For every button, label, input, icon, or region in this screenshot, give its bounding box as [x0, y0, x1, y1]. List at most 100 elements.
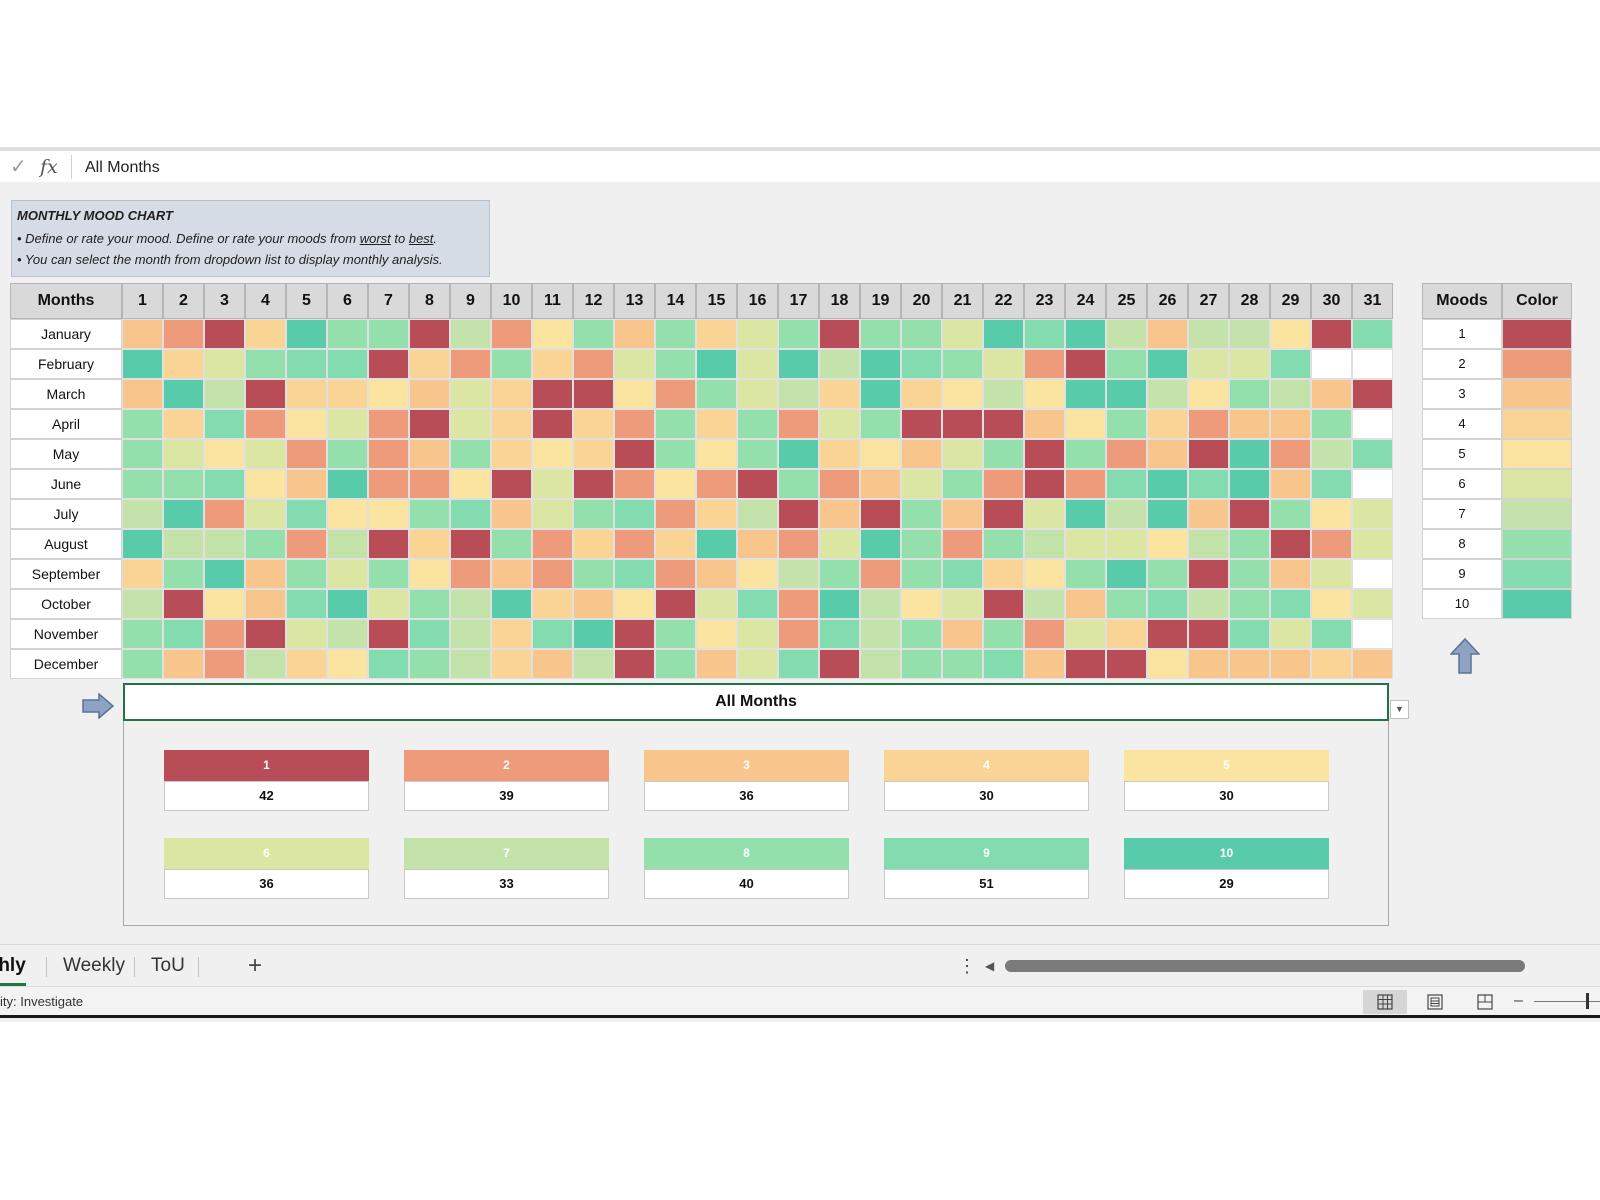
- mood-cell[interactable]: [245, 559, 286, 589]
- mood-cell[interactable]: [532, 409, 573, 439]
- more-options-icon[interactable]: ⋮: [958, 956, 976, 976]
- mood-cell[interactable]: [860, 409, 901, 439]
- mood-cell[interactable]: [327, 559, 368, 589]
- mood-cell[interactable]: [204, 379, 245, 409]
- mood-cell[interactable]: [1270, 409, 1311, 439]
- mood-cell[interactable]: [245, 409, 286, 439]
- mood-cell[interactable]: [737, 469, 778, 499]
- mood-cell[interactable]: [409, 499, 450, 529]
- mood-cell[interactable]: [1311, 589, 1352, 619]
- mood-cell[interactable]: [163, 469, 204, 499]
- mood-cell[interactable]: [901, 409, 942, 439]
- mood-cell[interactable]: [1270, 619, 1311, 649]
- mood-cell[interactable]: [1352, 619, 1393, 649]
- mood-cell[interactable]: [1106, 619, 1147, 649]
- mood-cell[interactable]: [614, 439, 655, 469]
- mood-cell[interactable]: [1106, 409, 1147, 439]
- mood-cell[interactable]: [983, 469, 1024, 499]
- mood-cell[interactable]: [532, 499, 573, 529]
- mood-cell[interactable]: [1270, 469, 1311, 499]
- mood-cell[interactable]: [409, 589, 450, 619]
- mood-cell[interactable]: [163, 589, 204, 619]
- mood-cell[interactable]: [286, 349, 327, 379]
- mood-cell[interactable]: [409, 649, 450, 679]
- mood-cell[interactable]: [450, 589, 491, 619]
- mood-cell[interactable]: [1024, 409, 1065, 439]
- mood-cell[interactable]: [573, 319, 614, 349]
- mood-cell[interactable]: [204, 619, 245, 649]
- day-header[interactable]: 28: [1229, 283, 1270, 319]
- mood-cell[interactable]: [1147, 439, 1188, 469]
- mood-cell[interactable]: [860, 619, 901, 649]
- month-selector[interactable]: All Months: [123, 683, 1389, 721]
- mood-cell[interactable]: [737, 619, 778, 649]
- mood-cell[interactable]: [245, 349, 286, 379]
- mood-cell[interactable]: [778, 529, 819, 559]
- mood-cell[interactable]: [245, 319, 286, 349]
- mood-cell[interactable]: [573, 469, 614, 499]
- mood-cell[interactable]: [778, 589, 819, 619]
- mood-cell[interactable]: [983, 409, 1024, 439]
- day-header[interactable]: 29: [1270, 283, 1311, 319]
- mood-cell[interactable]: [368, 649, 409, 679]
- mood-cell[interactable]: [1311, 439, 1352, 469]
- mood-cell[interactable]: [1352, 439, 1393, 469]
- mood-cell[interactable]: [819, 559, 860, 589]
- mood-cell[interactable]: [655, 379, 696, 409]
- mood-cell[interactable]: [696, 619, 737, 649]
- mood-cell[interactable]: [1147, 529, 1188, 559]
- month-label[interactable]: December: [10, 649, 122, 679]
- mood-cell[interactable]: [573, 499, 614, 529]
- mood-cell[interactable]: [573, 349, 614, 379]
- mood-cell[interactable]: [1229, 439, 1270, 469]
- mood-cell[interactable]: [245, 439, 286, 469]
- mood-cell[interactable]: [122, 319, 163, 349]
- mood-cell[interactable]: [327, 349, 368, 379]
- mood-cell[interactable]: [204, 439, 245, 469]
- mood-cell[interactable]: [368, 559, 409, 589]
- mood-cell[interactable]: [1311, 409, 1352, 439]
- mood-cell[interactable]: [778, 499, 819, 529]
- mood-cell[interactable]: [327, 619, 368, 649]
- mood-cell[interactable]: [286, 499, 327, 529]
- mood-cell[interactable]: [286, 529, 327, 559]
- mood-cell[interactable]: [655, 319, 696, 349]
- mood-cell[interactable]: [983, 499, 1024, 529]
- mood-cell[interactable]: [1352, 349, 1393, 379]
- mood-cell[interactable]: [409, 439, 450, 469]
- legend-color-swatch[interactable]: [1502, 319, 1572, 349]
- mood-cell[interactable]: [532, 649, 573, 679]
- mood-cell[interactable]: [1147, 649, 1188, 679]
- day-header[interactable]: 21: [942, 283, 983, 319]
- legend-color-swatch[interactable]: [1502, 349, 1572, 379]
- mood-cell[interactable]: [532, 559, 573, 589]
- mood-cell[interactable]: [491, 619, 532, 649]
- normal-view-icon[interactable]: [1363, 990, 1407, 1014]
- mood-cell[interactable]: [1229, 619, 1270, 649]
- mood-cell[interactable]: [1106, 379, 1147, 409]
- mood-cell[interactable]: [204, 589, 245, 619]
- mood-cell[interactable]: [1229, 319, 1270, 349]
- mood-cell[interactable]: [1311, 379, 1352, 409]
- mood-cell[interactable]: [983, 439, 1024, 469]
- mood-cell[interactable]: [819, 379, 860, 409]
- mood-cell[interactable]: [1065, 409, 1106, 439]
- mood-cell[interactable]: [1024, 559, 1065, 589]
- day-header[interactable]: 3: [204, 283, 245, 319]
- mood-cell[interactable]: [1188, 529, 1229, 559]
- mood-cell[interactable]: [532, 379, 573, 409]
- day-header[interactable]: 17: [778, 283, 819, 319]
- mood-cell[interactable]: [819, 499, 860, 529]
- mood-cell[interactable]: [327, 409, 368, 439]
- legend-mood-number[interactable]: 4: [1422, 409, 1502, 439]
- day-header[interactable]: 1: [122, 283, 163, 319]
- mood-cell[interactable]: [860, 529, 901, 559]
- mood-cell[interactable]: [286, 409, 327, 439]
- mood-cell[interactable]: [1352, 379, 1393, 409]
- mood-cell[interactable]: [1106, 559, 1147, 589]
- mood-cell[interactable]: [1065, 319, 1106, 349]
- zoom-slider[interactable]: [1534, 1001, 1600, 1002]
- mood-cell[interactable]: [1352, 529, 1393, 559]
- mood-cell[interactable]: [163, 559, 204, 589]
- mood-cell[interactable]: [1065, 349, 1106, 379]
